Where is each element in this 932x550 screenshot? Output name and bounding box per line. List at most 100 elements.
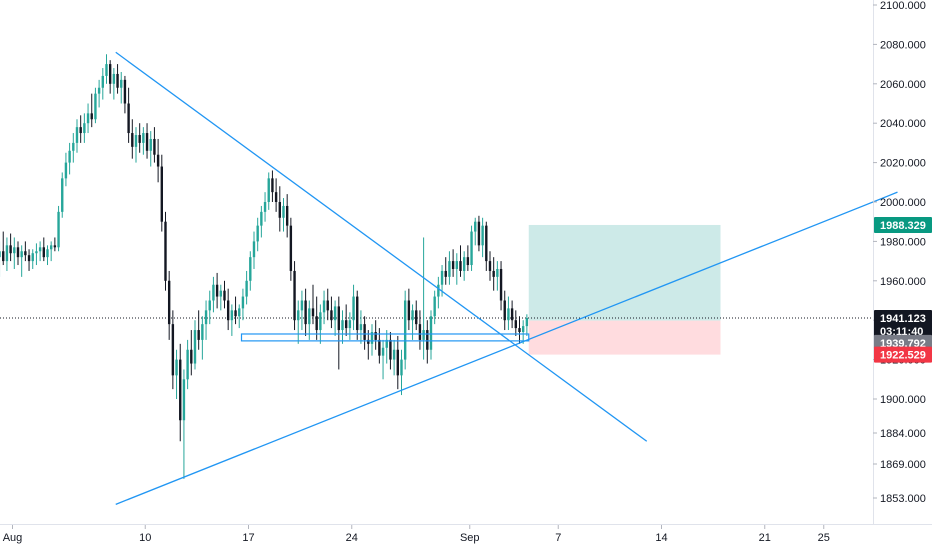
candle-body [392, 349, 396, 360]
candle-body [219, 290, 222, 297]
candle-body [492, 270, 495, 277]
candle-body [415, 310, 418, 325]
y-tick-label: 2000.000 [880, 197, 926, 209]
candle [49, 241, 53, 262]
candle-body [112, 73, 116, 84]
candle-body [348, 320, 352, 329]
support-box[interactable] [240, 333, 530, 342]
candle-body [308, 308, 311, 325]
candle [499, 261, 503, 311]
candle [245, 270, 248, 305]
candle [392, 339, 396, 376]
candle-body [13, 247, 16, 254]
candle-body [94, 93, 97, 120]
candle [278, 186, 281, 232]
candle [145, 123, 149, 159]
candle [297, 300, 300, 344]
candle-body [444, 270, 447, 277]
candle-body [24, 251, 27, 256]
candle-body [422, 330, 425, 340]
candle-body [521, 326, 525, 333]
candle [282, 198, 285, 232]
candle-body [341, 320, 344, 331]
target-price-tag: 1988.329 [874, 216, 932, 233]
candle-body [356, 296, 359, 331]
descending-trendline[interactable] [115, 51, 648, 442]
candle-body [418, 324, 422, 340]
candle [396, 335, 399, 390]
candle-body [57, 211, 60, 248]
candle-body [429, 316, 433, 350]
candle-body [455, 261, 458, 269]
candle-body [193, 330, 197, 364]
candle-body [252, 241, 256, 258]
candle-body [134, 135, 138, 147]
candle [503, 290, 506, 331]
candle-body [120, 79, 123, 88]
candle-body [90, 113, 93, 120]
candle-body [42, 247, 45, 258]
candle-body [322, 300, 326, 313]
candle-body [5, 245, 9, 262]
candle [470, 225, 473, 271]
candle-body [164, 221, 167, 281]
candle [94, 87, 97, 124]
candle-body [204, 310, 208, 325]
candle-body [267, 178, 270, 202]
candle-body [35, 251, 38, 254]
candle-body [260, 211, 263, 226]
candle [403, 290, 407, 370]
candle-body [86, 113, 90, 124]
y-tick-label: 2020.000 [880, 158, 926, 170]
candle-body [470, 231, 473, 266]
candle [462, 251, 466, 281]
candle [333, 300, 337, 336]
candle-body [127, 103, 130, 134]
x-tick-label: 21 [759, 532, 771, 544]
candle-body [101, 75, 104, 88]
candle [212, 276, 215, 313]
candle-body [481, 225, 484, 246]
y-tick-label: 2060.000 [880, 79, 926, 91]
candle-body [437, 284, 440, 297]
candle [238, 304, 241, 329]
candle-body [367, 339, 370, 344]
candle [241, 288, 245, 321]
candle [285, 194, 289, 238]
candle [138, 123, 141, 153]
candle [134, 127, 138, 163]
candle [293, 261, 296, 331]
x-tick-label: 25 [818, 532, 830, 544]
candle [108, 60, 112, 94]
candle-body [459, 261, 462, 271]
candle [260, 205, 263, 238]
time-axis[interactable]: Aug 10 17 24 Sep 7 14 21 25 [3, 525, 830, 544]
candle-body [79, 127, 82, 134]
candle [83, 113, 86, 143]
candle [459, 245, 462, 277]
candle-body [289, 225, 293, 271]
candle-body [256, 225, 259, 242]
candle [525, 314, 529, 336]
candle [193, 320, 197, 370]
price-axis[interactable]: 2100.000 2080.000 2060.000 2040.000 2020.000… [873, 0, 926, 505]
price-tag-bg [874, 346, 932, 363]
candle-body [378, 339, 381, 356]
ascending-trendline[interactable] [115, 191, 898, 505]
candle [186, 339, 189, 390]
candle-body [223, 290, 226, 301]
candle [112, 68, 116, 100]
candle [160, 154, 163, 232]
candle [201, 316, 204, 360]
candle-body [131, 133, 134, 147]
candle [510, 300, 514, 329]
candle-body [186, 349, 189, 380]
candle [521, 320, 525, 344]
candle-body [153, 138, 156, 155]
candle-body [485, 225, 488, 262]
candle-body [396, 349, 399, 376]
candle [308, 300, 311, 340]
candle [175, 349, 178, 399]
candle-body [293, 270, 296, 321]
